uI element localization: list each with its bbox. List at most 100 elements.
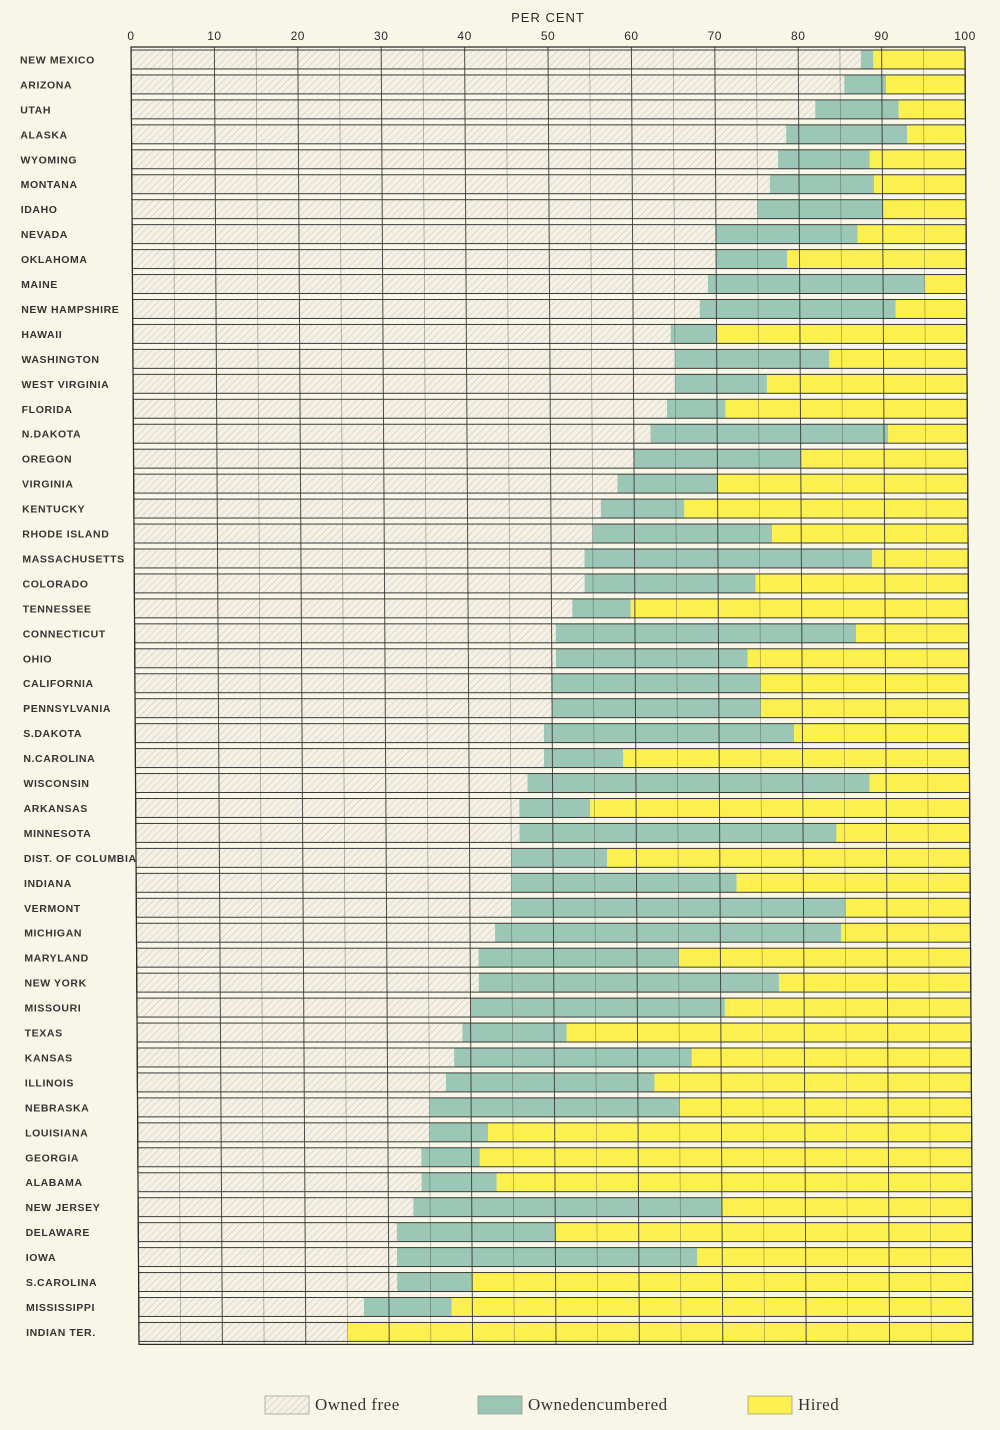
x-tick-label: 30 bbox=[374, 29, 388, 43]
x-tick-label: 50 bbox=[541, 29, 555, 43]
bar-hired bbox=[845, 898, 971, 918]
bar-ownedencumbered bbox=[786, 124, 908, 144]
category-label: S.CAROLINA bbox=[26, 1277, 97, 1289]
x-tick-label: 0 bbox=[127, 29, 134, 43]
category-label: MONTANA bbox=[21, 179, 78, 191]
grid-line bbox=[756, 46, 765, 1345]
bar-ownedencumbered bbox=[495, 923, 842, 943]
bar-owned-free bbox=[138, 1197, 414, 1217]
x-tick-label: 80 bbox=[791, 29, 805, 43]
grid-line bbox=[881, 46, 891, 1345]
grid-line bbox=[255, 46, 265, 1345]
bar-owned-free bbox=[131, 124, 787, 144]
bar-ownedencumbered bbox=[421, 1172, 497, 1192]
bar-owned-free bbox=[131, 149, 779, 169]
category-label: OREGON bbox=[22, 454, 72, 466]
x-tick-label: 70 bbox=[708, 29, 722, 43]
bar-owned-free bbox=[135, 748, 545, 768]
bar-owned-free bbox=[131, 50, 861, 69]
legend-label: Owned free bbox=[315, 1395, 400, 1414]
bar-hired bbox=[496, 1172, 972, 1192]
bar-owned-free bbox=[133, 474, 618, 494]
bar-ownedencumbered bbox=[397, 1272, 473, 1292]
category-label: CALIFORNIA bbox=[23, 678, 94, 690]
bar-hired bbox=[888, 424, 968, 444]
bar-ownedencumbered bbox=[707, 274, 925, 294]
bar-ownedencumbered bbox=[815, 99, 899, 119]
bar-owned-free bbox=[133, 374, 676, 394]
bar-ownedencumbered bbox=[844, 74, 887, 94]
category-label: ARKANSAS bbox=[24, 803, 88, 815]
bar-hired bbox=[760, 698, 970, 718]
bar-ownedencumbered bbox=[699, 299, 896, 319]
bar-hired bbox=[654, 1072, 972, 1092]
category-label: ARIZONA bbox=[20, 79, 72, 91]
category-label: RHODE ISLAND bbox=[22, 529, 109, 541]
bar-ownedencumbered bbox=[617, 474, 718, 494]
bar-ownedencumbered bbox=[675, 349, 830, 369]
category-label: MISSISSIPPI bbox=[26, 1302, 95, 1314]
bar-hired bbox=[794, 723, 970, 743]
bar-hired bbox=[873, 50, 966, 69]
category-label: NEW HAMPSHIRE bbox=[21, 304, 119, 316]
bar-owned-free bbox=[137, 1097, 430, 1117]
plot-frame bbox=[130, 46, 974, 1346]
bar-ownedencumbered bbox=[769, 174, 875, 194]
bar-ownedencumbered bbox=[511, 873, 737, 893]
bar-owned-free bbox=[134, 598, 573, 618]
bar-owned-free bbox=[134, 524, 593, 543]
x-tick-label: 40 bbox=[457, 29, 471, 43]
category-label: OKLAHOMA bbox=[21, 254, 88, 266]
grid-line bbox=[589, 46, 599, 1345]
grid-line bbox=[714, 46, 724, 1345]
bar-hired bbox=[691, 1048, 972, 1067]
bar-ownedencumbered bbox=[670, 324, 717, 344]
category-label: INDIAN TER. bbox=[26, 1327, 96, 1339]
bar-hired bbox=[924, 274, 967, 294]
grid-line bbox=[464, 46, 474, 1345]
bar-owned-free bbox=[138, 1222, 397, 1242]
bar-owned-free bbox=[136, 948, 479, 968]
category-label: COLORADO bbox=[23, 578, 89, 590]
bar-hired bbox=[755, 573, 969, 593]
bar-owned-free bbox=[135, 773, 528, 793]
bar-hired bbox=[684, 499, 968, 519]
bar-ownedencumbered bbox=[470, 998, 725, 1018]
bar-ownedencumbered bbox=[551, 673, 761, 693]
bar-ownedencumbered bbox=[716, 249, 787, 269]
bar-ownedencumbered bbox=[715, 224, 858, 244]
category-label: DELAWARE bbox=[26, 1227, 90, 1239]
bar-hired bbox=[869, 773, 970, 793]
category-label: IDAHO bbox=[21, 204, 58, 216]
grid-line bbox=[422, 46, 432, 1345]
bar-hired bbox=[487, 1122, 972, 1142]
bar-owned-free bbox=[136, 898, 512, 918]
bar-hired bbox=[747, 648, 969, 668]
bar-ownedencumbered bbox=[429, 1122, 488, 1142]
bar-owned-free bbox=[132, 349, 676, 369]
bar-ownedencumbered bbox=[666, 399, 726, 419]
grid-line bbox=[505, 46, 515, 1345]
category-label: OHIO bbox=[23, 653, 52, 665]
bar-ownedencumbered bbox=[478, 973, 779, 993]
grid-line bbox=[380, 46, 390, 1345]
bar-hired bbox=[623, 748, 970, 768]
grid-line bbox=[797, 46, 807, 1345]
category-label: MINNESOTA bbox=[24, 828, 92, 840]
bar-ownedencumbered bbox=[478, 948, 679, 968]
bar-ownedencumbered bbox=[511, 848, 608, 868]
bar-ownedencumbered bbox=[600, 499, 685, 519]
bar-owned-free bbox=[132, 274, 708, 294]
grid-line bbox=[672, 46, 682, 1345]
bar-ownedencumbered bbox=[555, 623, 857, 643]
bar-ownedencumbered bbox=[555, 648, 748, 668]
bar-hired bbox=[898, 99, 966, 119]
bar-hired bbox=[872, 549, 969, 568]
x-tick-label: 10 bbox=[207, 29, 221, 43]
bar-owned-free bbox=[137, 1023, 463, 1042]
bar-owned-free bbox=[134, 573, 585, 593]
bar-owned-free bbox=[135, 798, 520, 818]
category-labels: NEW MEXICO ARIZONA UTAH ALASKA WYOMING MONTAN… bbox=[20, 54, 136, 1339]
category-label: KANSAS bbox=[25, 1052, 73, 1064]
